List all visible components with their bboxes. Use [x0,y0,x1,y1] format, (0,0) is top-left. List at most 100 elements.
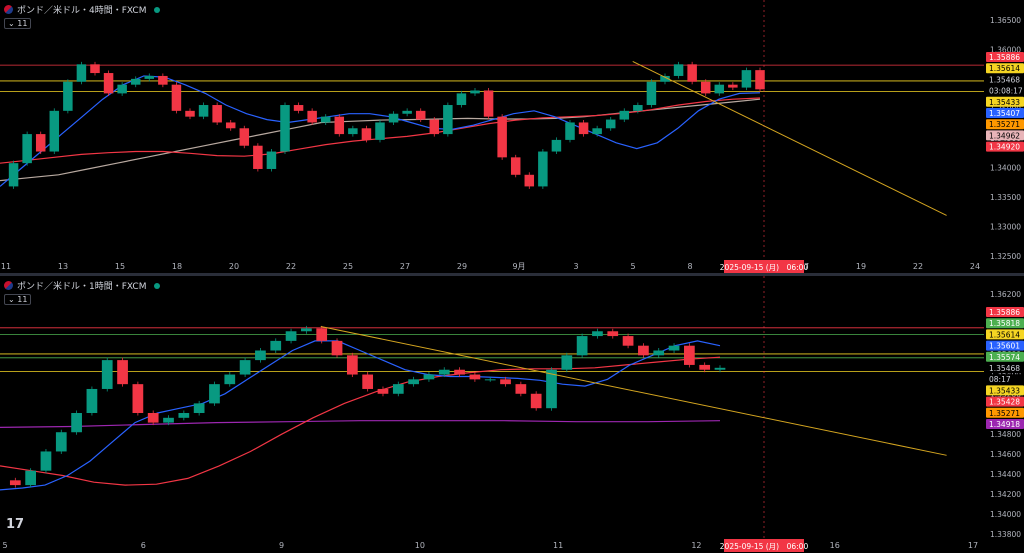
x-tick-label: 5 [2,541,7,550]
y-tick-label: 1.33000 [990,223,1021,232]
x-tick-label: 20 [229,262,239,271]
candle-body [423,374,435,380]
candle-body [538,151,548,187]
indicator-toggle[interactable]: ⌄ 11 [4,294,32,305]
candle-body [301,328,312,332]
chart-pane-4h[interactable]: 1.365001.360001.355001.350001.345001.340… [0,0,1024,274]
price-label: 1.35818 [989,319,1020,328]
candle-body [239,128,250,146]
price-label-box [986,419,1024,429]
candle-body [331,340,343,356]
candle-body [178,413,190,418]
candle-body [198,105,209,117]
candle-body [592,331,603,337]
candle-body [454,369,465,375]
price-label: 1.35271 [989,120,1020,129]
candle-body [307,110,317,123]
price-label: 08:17 [989,375,1011,384]
price-label-box [986,374,1024,385]
symbol-header[interactable]: ポンド／米ドル・4時間・FXCM [4,3,161,16]
indicator-toggle[interactable]: ⌄ 11 [4,18,32,29]
candle-body [561,355,573,370]
price-label: 03:08:17 [989,87,1023,96]
candle-body [673,64,684,76]
price-label-box [986,108,1024,118]
candle-body [320,116,331,123]
x-tick-label: 6 [141,541,146,550]
candle-body [668,345,680,351]
indicator-count: 11 [17,19,28,28]
gbp-flag-icon [4,5,13,14]
candle-body [377,388,389,394]
candle-body [469,374,481,380]
candle-body [90,64,100,74]
candle-body [117,84,127,94]
y-tick-label: 1.34200 [990,490,1021,499]
gbp-flag-icon [4,281,13,290]
candle-body [375,122,385,140]
chart-canvas-1h[interactable]: 1.362001.360001.358001.356001.354001.352… [0,276,1024,553]
x-tick-label: 3 [573,262,578,271]
price-label-box [986,396,1024,407]
price-label: 1.35433 [989,98,1020,107]
price-label: 1.34962 [989,131,1020,140]
price-label-box [986,141,1024,152]
candle-body [255,350,266,361]
candle-body [438,369,450,375]
candle-body [392,384,404,394]
price-label-box [986,363,1024,373]
candle-body [132,384,144,413]
market-status-icon [154,6,161,13]
price-label: 1.35468 [989,364,1020,373]
symbol-header[interactable]: ポンド／米ドル・1時間・FXCM [4,279,161,292]
candle-body [348,128,358,135]
chart-canvas-4h[interactable]: 1.365001.360001.355001.350001.345001.340… [0,0,1024,274]
indicator-count: 11 [17,295,28,304]
candle-body [546,369,557,409]
candle-body [592,128,602,135]
candle-body [699,364,711,370]
candle-body [565,122,575,140]
candle-body [266,151,277,169]
candle-body [63,81,73,111]
candle-body [551,139,562,152]
crosshair-time-label: 2025-09-15 (月) 06:00 [720,542,809,551]
y-tick-label: 1.33500 [990,193,1021,202]
candle-body [646,81,657,106]
candle-body [402,110,412,114]
candle-body [22,134,32,164]
price-label: 1.35614 [989,330,1020,339]
candle-body [605,119,616,129]
candle-body [362,374,374,389]
price-label: 1.35428 [989,398,1020,407]
candle-body [728,84,738,88]
pane-divider[interactable] [0,273,1024,276]
trendline [320,325,947,456]
y-tick-label: 1.36500 [990,16,1021,25]
candle-body [684,345,695,365]
x-tick-label: 24 [970,262,980,271]
candle-body [144,75,155,79]
candle-body [209,384,220,404]
time-label-box [724,260,804,273]
candle-body [633,105,643,111]
price-label-box [986,85,1024,96]
chart-pane-1h[interactable]: 1.362001.360001.358001.356001.354001.352… [0,276,1024,553]
candle-body [470,90,480,94]
candle-body [86,388,98,413]
price-label: 1.35271 [989,409,1020,418]
candle-body [334,116,345,135]
x-tick-label: 19 [856,262,866,271]
price-label-box [986,130,1024,141]
price-label: 1.34920 [989,143,1020,152]
price-label-box [986,119,1024,130]
price-label: 1.34918 [989,420,1020,429]
candle-body [524,174,535,187]
price-label: 1.35601 [989,342,1020,351]
price-label: 1.35886 [989,308,1020,317]
candle-body [158,75,168,85]
candle-body [253,145,263,169]
price-label-box [986,96,1024,107]
y-tick-label: 1.36000 [990,46,1021,55]
price-label-box [986,351,1024,362]
